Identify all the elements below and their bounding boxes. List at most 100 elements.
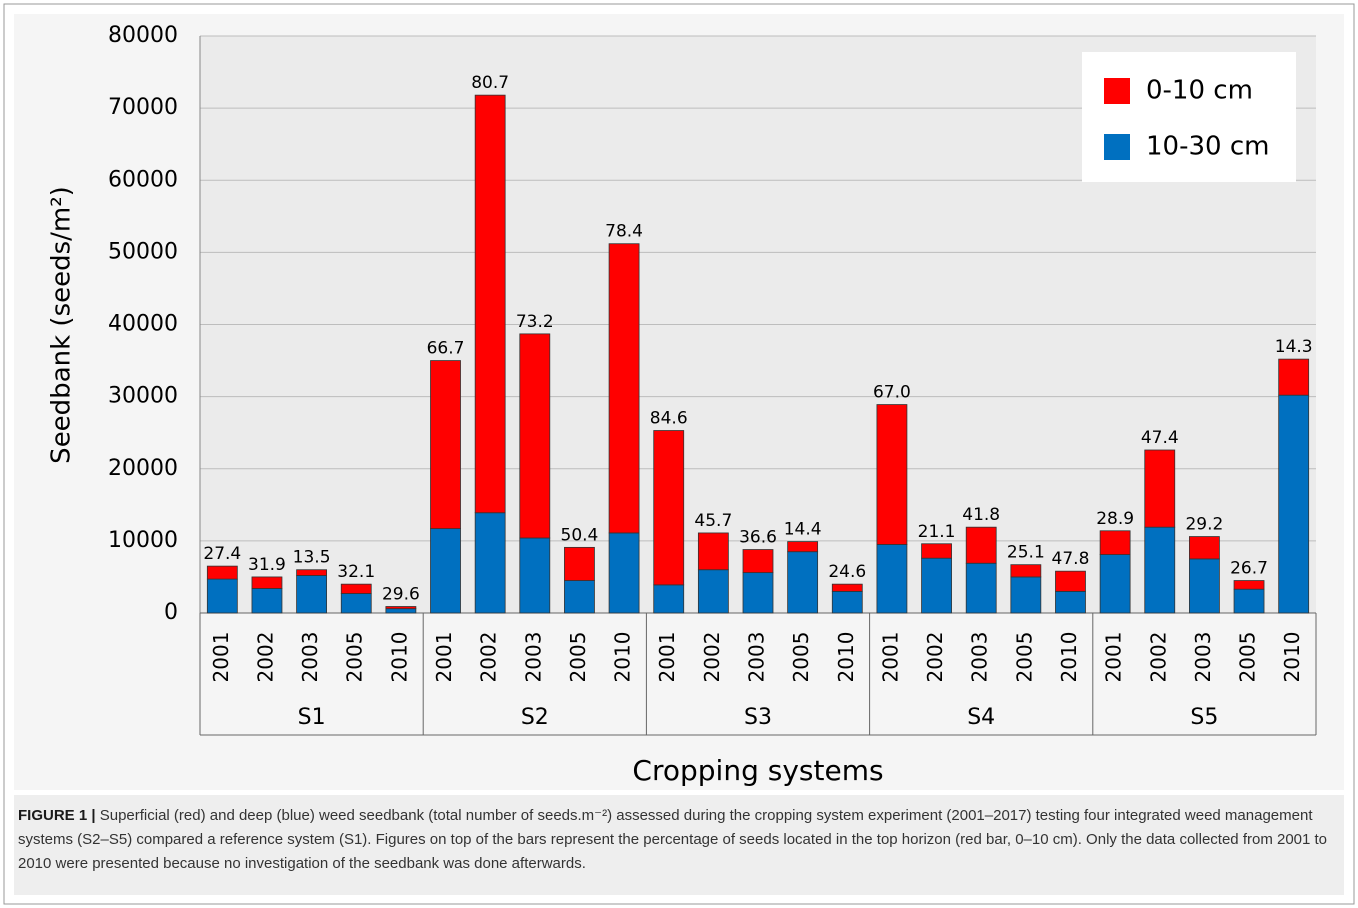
bar-segment	[206, 565, 238, 580]
bar-segment	[1144, 449, 1176, 528]
bar-segment	[1189, 558, 1220, 614]
bar-segment	[921, 543, 952, 559]
bar-segment	[653, 584, 685, 614]
x-tick-label: 2002	[253, 632, 277, 683]
bar-segment	[1278, 394, 1310, 614]
x-tick-label: 2010	[1057, 632, 1081, 683]
bar-label: 47.8	[1052, 549, 1090, 569]
x-tick-label: 2010	[387, 632, 411, 683]
bar-segment	[385, 606, 417, 610]
x-tick-label: 2003	[745, 632, 769, 683]
bar-segment	[876, 544, 908, 614]
bar-segment	[340, 583, 372, 594]
bar-segment	[697, 532, 729, 571]
bar-label: 50.4	[561, 525, 599, 545]
bar-label: 14.3	[1275, 337, 1313, 357]
caption-text: Superficial (red) and deep (blue) weed s…	[18, 807, 1328, 872]
y-tick-label: 60000	[108, 167, 178, 192]
y-tick-label: 0	[164, 600, 178, 625]
caption-label: FIGURE 1 |	[18, 807, 96, 824]
x-tick-label: 2002	[477, 632, 501, 683]
bar-segment	[921, 557, 952, 614]
y-tick-label: 50000	[108, 239, 178, 264]
x-tick-label: 2005	[566, 632, 590, 683]
bar-segment	[742, 572, 774, 614]
bar-segment	[608, 532, 640, 614]
bar-label: 28.9	[1096, 509, 1134, 529]
bar-segment	[742, 549, 774, 574]
x-tick-label: 2010	[834, 632, 858, 683]
group-label: S3	[744, 705, 772, 730]
x-tick-label: 2001	[1102, 632, 1126, 683]
x-tick-label: 2003	[521, 632, 545, 683]
bar-segment	[831, 590, 863, 614]
bar-label: 27.4	[203, 544, 241, 564]
bar-label: 84.6	[650, 409, 688, 429]
bar-segment	[1233, 588, 1265, 614]
x-tick-label: 2003	[968, 632, 992, 683]
bar-segment	[1189, 536, 1220, 560]
x-tick-label: 2010	[611, 632, 635, 683]
x-tick-label: 2002	[700, 632, 724, 683]
bar-segment	[653, 430, 685, 586]
bar-label: 41.8	[962, 505, 1000, 525]
x-tick-label: 2005	[1012, 632, 1036, 683]
y-tick-label: 80000	[108, 23, 178, 48]
y-tick-label: 30000	[108, 384, 178, 409]
bar-segment	[1233, 580, 1265, 590]
bar-segment	[965, 526, 997, 564]
group-label: S1	[298, 705, 326, 730]
bar-segment	[1099, 554, 1131, 614]
bar-segment	[965, 562, 997, 614]
bar-label: 32.1	[337, 562, 375, 582]
bar-label: 14.4	[784, 520, 822, 540]
bar-label: 31.9	[248, 555, 286, 575]
bar-segment	[296, 575, 328, 614]
y-tick-label: 40000	[108, 312, 178, 337]
x-tick-label: 2001	[209, 632, 233, 683]
frame	[3, 3, 1355, 905]
bar-segment	[787, 551, 819, 614]
bar-segment	[1099, 530, 1131, 555]
legend-swatch	[1104, 134, 1130, 160]
x-tick-label: 2003	[1191, 632, 1215, 683]
bar-segment	[564, 580, 595, 614]
bar-segment	[1278, 358, 1310, 396]
bar-label: 80.7	[471, 73, 509, 93]
bar-segment	[519, 333, 551, 539]
group-label: S5	[1190, 705, 1218, 730]
bar-segment	[787, 541, 819, 553]
bar-segment	[608, 243, 640, 534]
x-tick-label: 2005	[1236, 632, 1260, 683]
bar-segment	[1055, 570, 1086, 592]
bar-segment	[831, 583, 863, 592]
x-tick-label: 2010	[1280, 632, 1304, 683]
y-axis-title: Seedbank (seeds/m²)	[47, 186, 77, 464]
y-tick-label: 20000	[108, 456, 178, 481]
x-tick-label: 2002	[1146, 632, 1170, 683]
group-label: S2	[521, 705, 549, 730]
bar-label: 45.7	[694, 511, 732, 531]
bar-segment	[430, 360, 461, 530]
x-tick-label: 2001	[878, 632, 902, 683]
bar-label: 36.6	[739, 528, 777, 548]
bar-segment	[251, 588, 283, 614]
caption-background	[14, 795, 1344, 895]
bar-label: 29.2	[1185, 515, 1223, 535]
x-axis-title: Cropping systems	[632, 754, 883, 787]
y-tick-label: 70000	[108, 95, 178, 120]
bar-label: 67.0	[873, 383, 911, 403]
bar-segment	[474, 94, 506, 514]
bar-segment	[697, 569, 729, 614]
legend-label: 0-10 cm	[1146, 76, 1253, 106]
bar-label: 29.6	[382, 585, 420, 605]
legend-label: 10-30 cm	[1146, 132, 1269, 162]
x-tick-label: 2001	[655, 632, 679, 683]
x-tick-label: 2001	[432, 632, 456, 683]
bar-label: 13.5	[293, 548, 331, 568]
caption: FIGURE 1 | Superficial (red) and deep (b…	[18, 804, 1340, 876]
legend-box	[1082, 52, 1296, 182]
x-tick-label: 2003	[298, 632, 322, 683]
